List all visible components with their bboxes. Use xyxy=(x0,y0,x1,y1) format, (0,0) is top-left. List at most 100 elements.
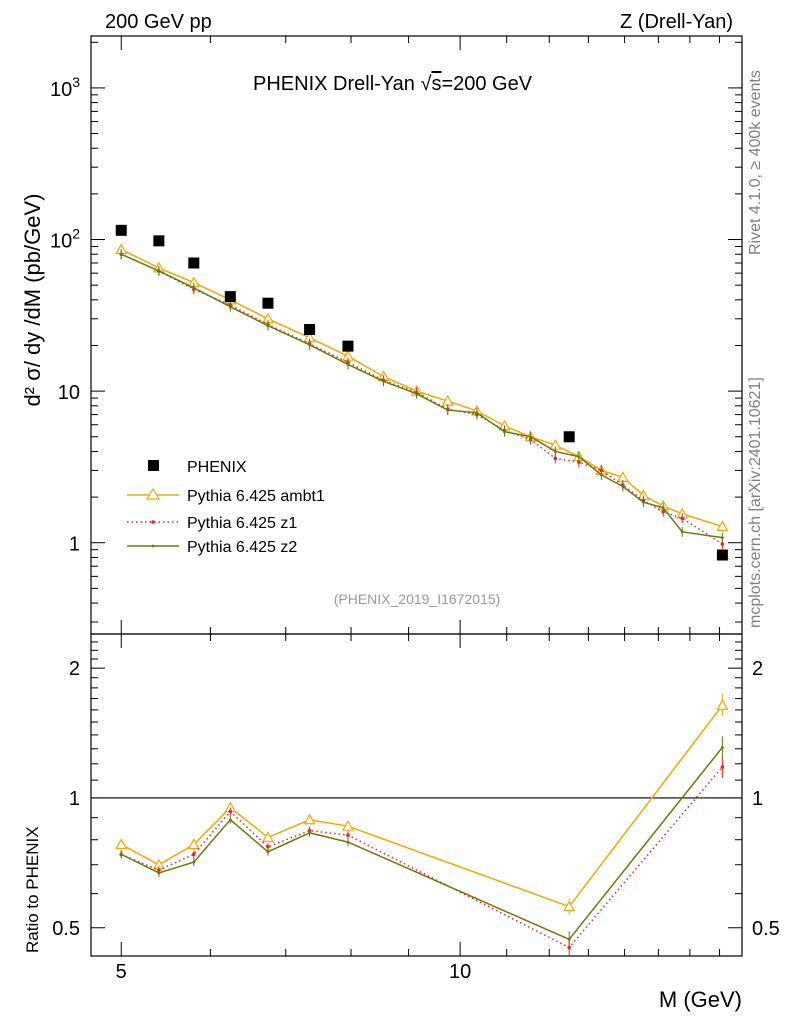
ratio-point xyxy=(346,833,350,837)
ratio-point xyxy=(720,745,724,749)
ratio-point xyxy=(228,809,233,814)
ratio-y-tick-label: 2 xyxy=(69,658,80,680)
analysis-id-label: (PHENIX_2019_I1672015) xyxy=(334,591,501,607)
ratio-y-tick-label: 0.5 xyxy=(52,918,80,940)
y-axis-title: d² σ/ dy /dM (pb/GeV) xyxy=(20,194,45,407)
plot-title-sqrt: √ xyxy=(420,73,431,95)
ratio-y-tick-labels: 0.5 1 2 0.5 1 2 xyxy=(52,658,780,940)
series-line xyxy=(120,253,723,545)
ratio-y-tick-label: 1 xyxy=(69,788,80,810)
x-axis-title: M (GeV) xyxy=(659,987,742,1012)
ratio-y-tick-label-right: 0.5 xyxy=(752,918,780,940)
data-point xyxy=(563,431,575,443)
series-point xyxy=(446,408,450,412)
ratio-point xyxy=(119,852,123,856)
main-y-tick-label: 1 xyxy=(69,534,80,556)
axis-ticks xyxy=(91,36,742,956)
data-point xyxy=(304,323,316,335)
series-point xyxy=(228,305,232,309)
series-point xyxy=(475,411,479,415)
ratio-plot-series xyxy=(115,694,729,956)
series-point xyxy=(192,286,196,290)
series-point xyxy=(661,506,665,510)
ratio-point xyxy=(187,838,200,850)
ratio-point xyxy=(567,945,571,950)
main-y-tick-label: 103 xyxy=(50,74,80,101)
main-plot-series xyxy=(115,224,729,561)
ratio-point xyxy=(303,813,316,825)
series-point xyxy=(553,456,558,461)
ratio-point xyxy=(308,831,311,835)
series-point xyxy=(382,379,385,383)
series-point xyxy=(119,252,123,256)
legend-marker-phenix xyxy=(148,460,159,471)
series-point xyxy=(266,324,270,328)
main-y-tick-exp: 3 xyxy=(72,74,80,90)
ratio-point xyxy=(716,699,729,710)
data-point xyxy=(716,549,728,561)
main-y-tick-base: 10 xyxy=(50,231,72,253)
series-point xyxy=(680,530,684,534)
header-left-label: 200 GeV pp xyxy=(105,11,212,33)
series-point xyxy=(529,435,532,439)
data-point xyxy=(188,257,200,269)
series-point xyxy=(157,269,161,273)
data-point xyxy=(115,224,127,236)
ratio-point xyxy=(346,840,350,844)
series-point xyxy=(415,392,419,396)
main-y-tick-labels: 103 102 10 1 xyxy=(50,74,80,556)
main-y-tick-base: 1 xyxy=(69,534,80,556)
series-point xyxy=(577,455,581,458)
ratio-point xyxy=(563,900,576,912)
ratio-y-tick-label-right: 2 xyxy=(752,658,763,680)
main-y-tick-exp: 2 xyxy=(72,226,80,242)
series-line xyxy=(120,248,723,528)
ratio-y-tick-label-right: 1 xyxy=(752,788,763,810)
legend-label-phenix: PHENIX xyxy=(187,459,247,476)
plot-title-suffix: =200 GeV xyxy=(441,73,532,95)
data-point xyxy=(224,291,236,303)
ratio-point xyxy=(192,852,196,857)
series-point xyxy=(346,363,350,366)
rivet-version-label: Rivet 4.1.0, ≥ 400k events xyxy=(747,70,764,255)
plot-title: PHENIX Drell-Yan √s=200 GeV xyxy=(253,73,533,95)
legend-marker-z1 xyxy=(151,520,155,524)
ratio-panel-frame xyxy=(90,633,743,957)
main-y-tick-label: 10 xyxy=(58,382,80,404)
plot-title-prefix: PHENIX Drell-Yan xyxy=(253,73,420,95)
ratio-point xyxy=(115,838,128,850)
series-point xyxy=(308,343,311,347)
series-point xyxy=(599,473,603,477)
series-point xyxy=(553,450,557,453)
ratio-point xyxy=(192,860,196,864)
series-point xyxy=(720,536,724,540)
x-tick-label: 5 xyxy=(116,961,127,983)
ratio-point xyxy=(261,831,274,843)
legend: PHENIX Pythia 6.425 ambt1 Pythia 6.425 z… xyxy=(127,459,325,556)
ratio-point xyxy=(567,937,571,941)
legend-label-z2: Pythia 6.425 z2 xyxy=(187,539,297,556)
legend-label-z1: Pythia 6.425 z1 xyxy=(187,515,297,532)
ratio-point xyxy=(341,819,354,831)
main-y-tick-label: 102 xyxy=(50,226,80,253)
x-tick-label: 10 xyxy=(449,961,471,983)
ratio-line xyxy=(120,766,723,949)
legend-marker-z2 xyxy=(151,544,155,548)
ratio-point xyxy=(157,871,161,875)
main-y-tick-base: 10 xyxy=(58,382,80,404)
ratio-point xyxy=(266,850,270,854)
ratio-point xyxy=(720,765,725,769)
series-point xyxy=(621,485,625,488)
series-point xyxy=(720,542,725,546)
ratio-y-axis-title: Ratio to PHENIX xyxy=(23,826,42,953)
series-point xyxy=(642,500,645,504)
series-point xyxy=(503,430,506,434)
header-right-label: Z (Drell-Yan) xyxy=(620,11,733,33)
plot-title-s: s xyxy=(431,73,441,95)
legend-marker-ambt1 xyxy=(145,487,161,500)
mcplots-url-label: mcplots.cern.ch [arXiv:2401.10621] xyxy=(747,377,764,628)
data-point xyxy=(262,297,274,309)
main-y-tick-base: 10 xyxy=(50,79,72,101)
series-point xyxy=(680,516,684,521)
